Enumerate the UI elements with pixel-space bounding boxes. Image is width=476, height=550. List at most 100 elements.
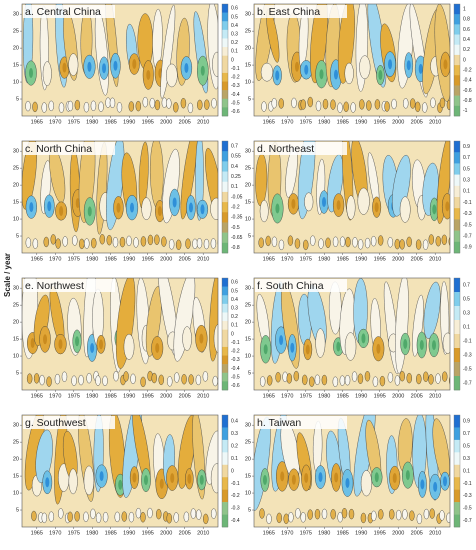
contour-cell	[346, 195, 356, 220]
colorbar-tick-label: 0.4	[231, 164, 238, 170]
colorbar-swatch	[454, 348, 460, 363]
x-tick-label: 1970	[281, 393, 293, 399]
y-tick-label: 15	[13, 200, 19, 206]
contour-small	[71, 375, 77, 386]
contour-band	[337, 4, 355, 84]
x-tick-label: 1980	[86, 119, 98, 125]
contour-small	[121, 511, 127, 522]
x-tick-label: 2005	[411, 119, 423, 125]
contour-small	[119, 236, 126, 248]
colorbar-frame	[453, 140, 461, 254]
colorbar-tick-label: 0	[231, 57, 234, 63]
contour-small	[315, 100, 322, 112]
panel: e. Northwest 1965 1970 1975 1980 1985 1990 1995…	[13, 277, 240, 399]
colorbar-swatch	[222, 141, 228, 152]
contour-band	[180, 141, 198, 220]
contour-small	[430, 97, 436, 108]
contour-core	[336, 200, 341, 211]
contour-cell	[442, 332, 450, 354]
colorbar-tick-label: 0.5	[463, 443, 470, 449]
colorbar-tick-label: -0.1	[231, 481, 240, 487]
colorbar-tick-label: 0.5	[231, 14, 238, 20]
colorbar-swatch	[222, 346, 228, 356]
colorbar-swatch	[222, 161, 228, 172]
contour-small	[43, 236, 49, 248]
colorbar-swatch	[454, 152, 460, 164]
colorbar-swatch	[222, 477, 228, 490]
y-tick-label: 25	[13, 440, 19, 446]
colorbar-tick-label: 0.4	[231, 23, 238, 29]
title-background	[23, 279, 115, 292]
contour-core	[102, 63, 107, 74]
contour-small	[442, 371, 448, 382]
contour-small	[266, 513, 272, 525]
colorbar-tick-label: 0.2	[231, 314, 238, 320]
contour-cell	[83, 465, 95, 496]
contour-small	[95, 375, 101, 386]
contour-small	[62, 236, 68, 247]
y-tick-label: 10	[13, 217, 19, 223]
x-tick-label: 1980	[318, 530, 330, 536]
title-background	[23, 142, 115, 155]
contour-small	[99, 234, 105, 245]
contour-small	[271, 236, 278, 247]
title-background	[255, 5, 347, 18]
contour-core	[275, 70, 280, 81]
colorbar-tick-label: -0.1	[463, 481, 472, 487]
contour-small	[83, 101, 90, 113]
contour-small	[147, 507, 153, 519]
contour-small	[185, 238, 191, 249]
colorbar-swatch	[222, 29, 228, 39]
x-tick-label: 1995	[142, 393, 154, 399]
colorbar-frame	[221, 140, 229, 254]
colorbar-tick-label: -0.05	[231, 194, 243, 200]
contour-cell	[123, 333, 135, 360]
colorbar-swatch	[222, 171, 228, 183]
contour-small	[204, 99, 210, 110]
x-tick-label: 1985	[337, 530, 349, 536]
title-background	[23, 416, 115, 429]
contour-small	[300, 512, 306, 523]
contour-small	[359, 99, 365, 110]
contour-small	[67, 100, 74, 112]
panel-title: e. Northwest	[25, 280, 84, 292]
contour-core	[334, 472, 339, 483]
contour-small	[154, 234, 160, 245]
contour-small	[439, 510, 445, 521]
contour-small	[341, 508, 348, 519]
x-tick-label: 2000	[392, 256, 404, 262]
colorbar-tick-label: 0.3	[463, 310, 470, 316]
contour-core	[87, 206, 92, 217]
contour-small	[41, 512, 47, 524]
x-tick-label: 1970	[281, 256, 293, 262]
x-tick-label: 2010	[429, 119, 441, 125]
contour-core	[378, 70, 383, 81]
contour-cell	[315, 328, 326, 358]
contour-small	[409, 510, 415, 521]
y-tick-label: 20	[245, 183, 251, 189]
contour-core	[157, 206, 162, 217]
contour-small	[32, 238, 39, 249]
contour-small	[187, 102, 194, 114]
contour-small	[446, 512, 450, 524]
panel: g. Southwest 1965 1970 1975 1980 1985 1990 1995…	[13, 414, 240, 536]
colorbar-tick-label: -0.2	[231, 205, 240, 211]
contour-small	[54, 373, 61, 385]
x-tick-label: 1965	[263, 530, 275, 536]
x-tick-label: 2010	[197, 530, 209, 536]
x-tick-label: 1975	[300, 393, 312, 399]
plot-frame	[253, 140, 451, 254]
contour-small	[387, 372, 394, 383]
colorbar-tick-label: -0.3	[463, 493, 472, 499]
colorbar-tick-label: -0.2	[231, 349, 240, 355]
colorbar-swatch	[222, 415, 228, 428]
x-tick-label: 1965	[31, 393, 43, 399]
contour-small	[307, 509, 313, 520]
contour-small	[283, 513, 289, 524]
x-tick-label: 1985	[337, 393, 349, 399]
colorbar-swatch	[454, 292, 460, 307]
x-tick-label: 2005	[411, 256, 423, 262]
contour-core	[406, 60, 411, 71]
colorbar-tick-label: 1	[463, 6, 466, 12]
colorbar-swatch	[454, 44, 460, 56]
